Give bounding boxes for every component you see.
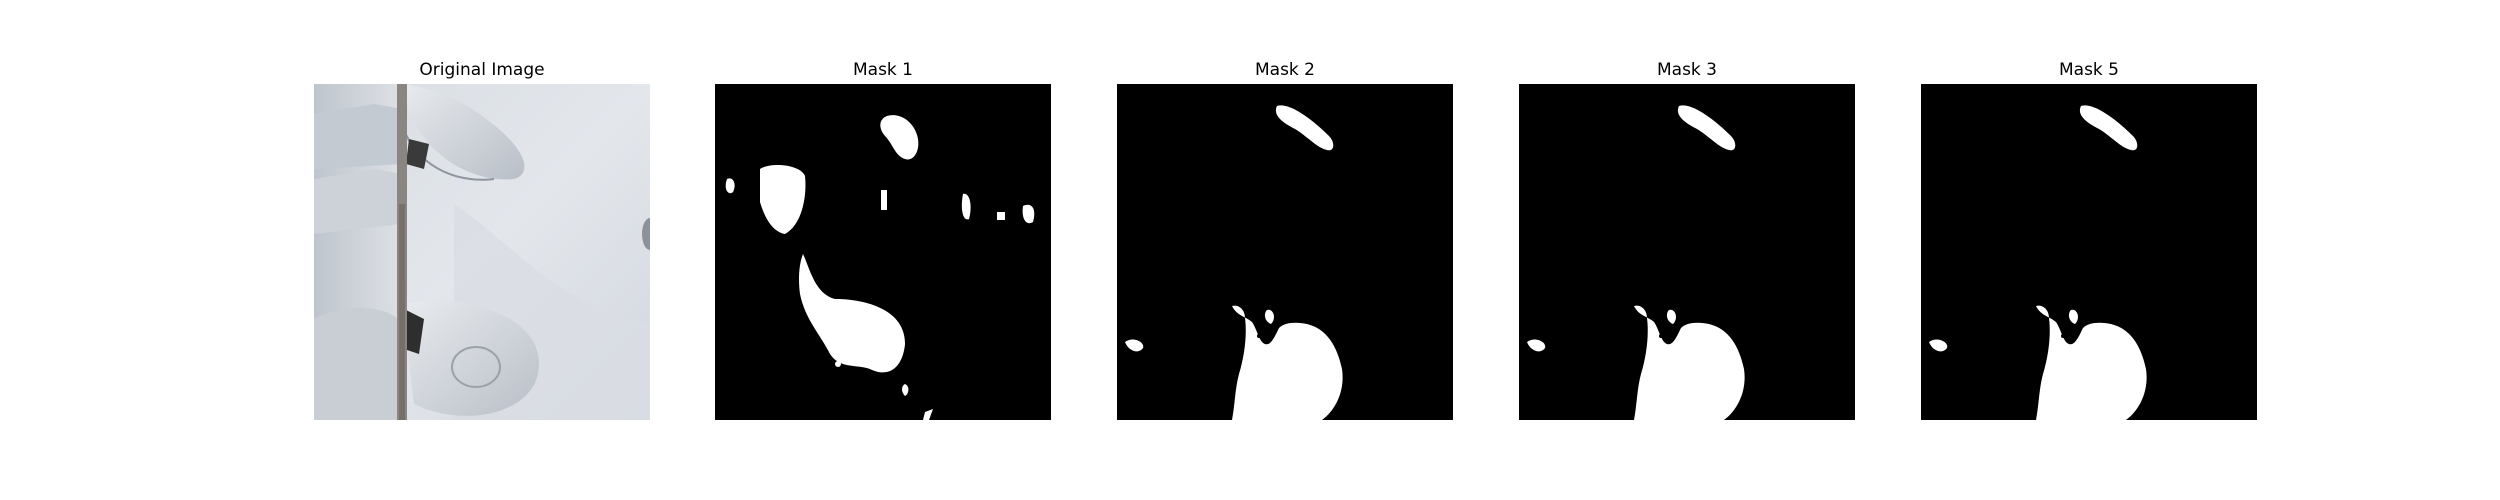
panel-title: Mask 5 <box>2058 60 2119 80</box>
panel-mask-5: Mask 5 <box>1921 0 2257 500</box>
panel-mask-3: Mask 3 <box>1519 0 1855 500</box>
mask-1-image <box>715 84 1051 420</box>
mask-3-render <box>1519 84 1855 420</box>
panel-title: Mask 1 <box>852 60 913 80</box>
panel-title: Original Image <box>419 60 545 80</box>
panel-title: Mask 3 <box>1656 60 1717 80</box>
mask-5-image <box>1921 84 2257 420</box>
panel-mask-1: Mask 1 <box>715 0 1051 500</box>
mask-2-image <box>1117 84 1453 420</box>
mask-5-render <box>1921 84 2257 420</box>
mask-1-render <box>715 84 1051 420</box>
mask-3-image <box>1519 84 1855 420</box>
panel-original-image: Original Image <box>314 0 650 500</box>
original-image-render <box>314 84 650 420</box>
original-image <box>314 84 650 420</box>
panel-mask-2: Mask 2 <box>1117 0 1453 500</box>
panel-title: Mask 2 <box>1254 60 1315 80</box>
mask-2-render <box>1117 84 1453 420</box>
